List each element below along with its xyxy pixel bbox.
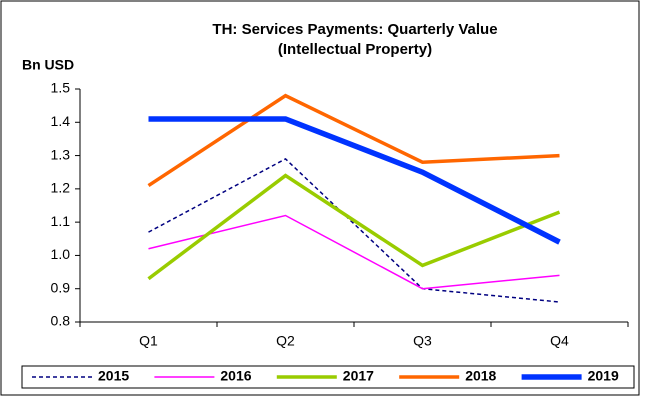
y-tick-label: 0.8 xyxy=(51,313,71,329)
line-series xyxy=(148,214,560,290)
line-series xyxy=(148,116,561,245)
x-tick-label: Q4 xyxy=(550,333,569,349)
y-axis-label: Bn USD xyxy=(22,57,74,73)
line-series xyxy=(148,157,560,303)
x-tick-label: Q1 xyxy=(139,333,158,349)
legend-label: 2019 xyxy=(588,368,619,384)
legend-label: 2015 xyxy=(98,368,129,384)
x-tick-label: Q3 xyxy=(413,333,432,349)
y-tick-label: 1.1 xyxy=(51,213,71,229)
chart-title: TH: Services Payments: Quarterly Value xyxy=(212,21,497,38)
legend-label: 2016 xyxy=(220,368,251,384)
y-tick-label: 1.4 xyxy=(51,113,71,129)
line-series xyxy=(147,173,561,281)
x-tick-label: Q2 xyxy=(276,333,295,349)
chart-subtitle: (Intellectual Property) xyxy=(278,41,432,58)
legend-label: 2018 xyxy=(465,368,496,384)
y-tick-label: 1.2 xyxy=(51,180,71,196)
line-series xyxy=(147,93,560,187)
legend-label: 2017 xyxy=(343,368,374,384)
y-tick-label: 0.9 xyxy=(51,279,71,295)
y-tick-label: 1.0 xyxy=(51,246,71,262)
y-tick-label: 1.3 xyxy=(51,146,71,162)
y-tick-label: 1.5 xyxy=(51,80,71,96)
